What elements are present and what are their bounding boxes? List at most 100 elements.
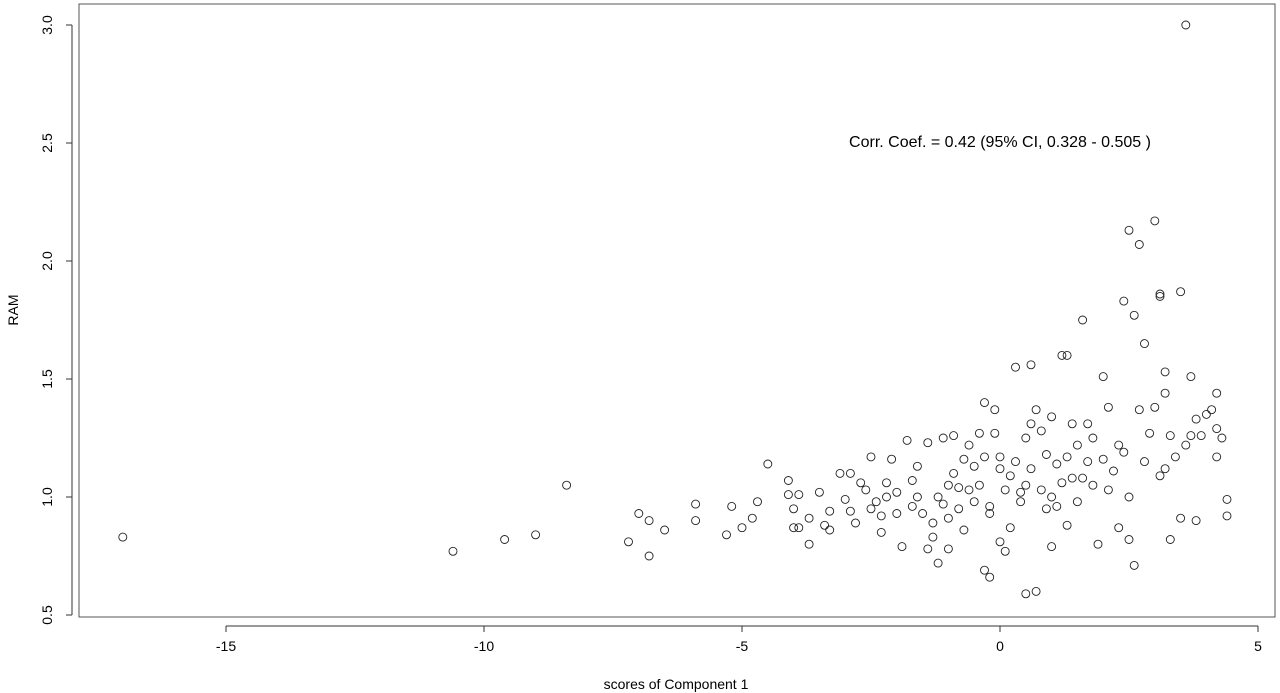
data-point	[814, 487, 824, 497]
data-point	[1057, 478, 1067, 488]
data-point	[943, 544, 953, 554]
data-point	[1212, 452, 1222, 462]
data-point	[644, 516, 654, 526]
data-point	[907, 476, 917, 485]
y-tick-label: 2.0	[39, 251, 55, 271]
data-point	[1026, 360, 1036, 370]
data-point	[448, 546, 458, 556]
data-point	[907, 501, 917, 511]
data-point	[990, 405, 1000, 415]
data-point	[1088, 433, 1098, 443]
x-tick-label: 0	[996, 638, 1004, 654]
data-point	[1160, 464, 1170, 474]
data-point	[1041, 450, 1051, 459]
data-point	[691, 499, 701, 509]
data-point	[1155, 289, 1165, 299]
data-point	[1047, 492, 1057, 502]
data-point	[1021, 589, 1031, 599]
data-point	[856, 478, 866, 488]
data-point	[974, 428, 984, 438]
data-point	[1217, 433, 1227, 443]
x-tick-label: -5	[736, 638, 749, 654]
data-point	[763, 459, 773, 469]
data-point	[1057, 350, 1067, 360]
data-point	[1005, 471, 1015, 481]
data-point	[747, 513, 757, 523]
data-point	[1165, 431, 1175, 441]
data-point	[923, 544, 933, 554]
data-point	[1181, 440, 1191, 450]
data-point	[985, 509, 995, 518]
data-point	[794, 490, 804, 500]
data-point	[1067, 473, 1077, 483]
data-point	[1124, 492, 1134, 502]
data-point	[1222, 494, 1232, 504]
data-point	[1072, 440, 1082, 450]
data-point	[794, 523, 804, 533]
data-point	[897, 542, 907, 552]
x-tick-label: 5	[1254, 638, 1262, 654]
data-point	[871, 497, 881, 507]
data-point	[1176, 513, 1186, 523]
data-point	[624, 537, 633, 547]
data-point	[660, 525, 670, 535]
data-point	[1119, 447, 1129, 457]
data-point	[691, 516, 701, 526]
data-point	[923, 438, 933, 448]
data-point	[959, 454, 969, 464]
data-point	[727, 501, 737, 511]
data-point	[1222, 511, 1232, 521]
data-point	[845, 468, 855, 478]
data-point	[969, 497, 979, 507]
data-point	[1098, 372, 1108, 382]
data-point	[980, 452, 989, 462]
data-point	[1134, 405, 1144, 415]
data-point	[949, 468, 959, 478]
data-point	[1176, 287, 1186, 297]
data-point	[1129, 560, 1139, 570]
data-point	[1165, 535, 1175, 544]
data-point	[1212, 388, 1222, 398]
data-point	[964, 440, 974, 450]
data-point	[882, 478, 891, 488]
data-point	[1052, 459, 1062, 469]
data-point	[835, 468, 845, 478]
data-point	[938, 499, 948, 509]
data-point	[1140, 457, 1149, 467]
data-point	[804, 513, 814, 523]
data-point	[1021, 433, 1031, 443]
data-point	[1005, 523, 1015, 533]
data-point	[1196, 431, 1206, 441]
data-point	[500, 535, 510, 544]
data-point	[969, 461, 979, 471]
data-point	[1186, 372, 1196, 382]
data-point	[1026, 464, 1036, 474]
data-point	[892, 509, 902, 518]
data-point	[840, 494, 850, 504]
data-point	[1103, 485, 1113, 495]
data-point	[1186, 431, 1196, 441]
data-point	[974, 480, 984, 490]
data-point	[1093, 539, 1103, 549]
data-point	[887, 454, 897, 464]
data-point	[1011, 362, 1020, 372]
data-point	[980, 398, 989, 408]
data-point	[943, 480, 953, 490]
data-point	[964, 485, 974, 495]
data-point	[959, 525, 969, 535]
data-point	[1124, 225, 1134, 235]
y-tick-label: 1.5	[39, 369, 55, 389]
data-point	[1145, 428, 1155, 438]
data-point	[1031, 405, 1041, 415]
data-point	[1140, 339, 1149, 349]
data-point	[995, 452, 1005, 462]
y-tick-label: 0.5	[39, 605, 55, 625]
data-point	[985, 501, 995, 511]
plot-frame	[78, 3, 1276, 618]
data-point	[531, 530, 541, 540]
data-point	[1047, 542, 1057, 552]
data-point	[1150, 402, 1160, 412]
y-axis: 0.5 1.0 1.5 2.0 2.5 3.0	[39, 15, 73, 625]
data-point	[1191, 414, 1201, 424]
